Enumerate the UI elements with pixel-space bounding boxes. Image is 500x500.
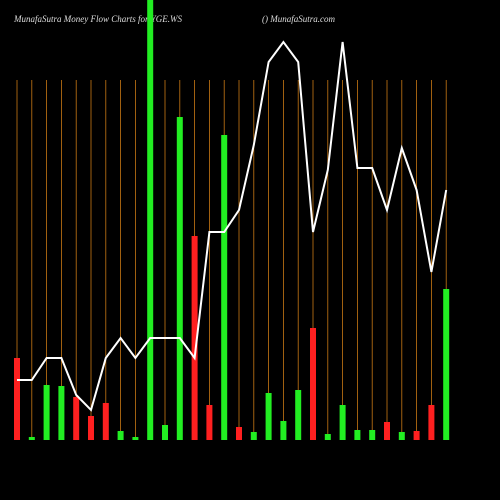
bar: [14, 358, 20, 440]
bar: [324, 434, 331, 440]
bar: [413, 431, 420, 440]
bar: [132, 437, 139, 440]
bar: [206, 405, 213, 440]
bar: [221, 135, 228, 440]
bar: [117, 431, 124, 440]
money-flow-line: [17, 40, 448, 412]
bar: [162, 425, 168, 440]
bar: [58, 386, 65, 440]
bar: [43, 385, 50, 440]
bar: [191, 236, 198, 440]
bar: [295, 390, 302, 440]
bar: [339, 405, 346, 440]
bar: [280, 421, 287, 440]
bar: [88, 416, 94, 440]
bar: [236, 427, 242, 440]
bar: [73, 397, 80, 440]
bar: [310, 328, 316, 440]
bar: [354, 430, 361, 440]
bar: [250, 432, 257, 440]
bar: [384, 422, 390, 440]
bar: [28, 437, 35, 440]
bar: [398, 432, 405, 440]
bar: [265, 393, 272, 440]
bar: [428, 405, 435, 440]
chart-title: MunafaSutra Money Flow Charts for YGE.WS: [13, 14, 182, 24]
bar: [102, 403, 109, 440]
chart-subtitle: () MunafaSutra.com: [262, 14, 335, 24]
bar: [443, 289, 450, 440]
bar: [147, 0, 154, 440]
bar: [369, 430, 376, 440]
bar: [176, 117, 183, 440]
